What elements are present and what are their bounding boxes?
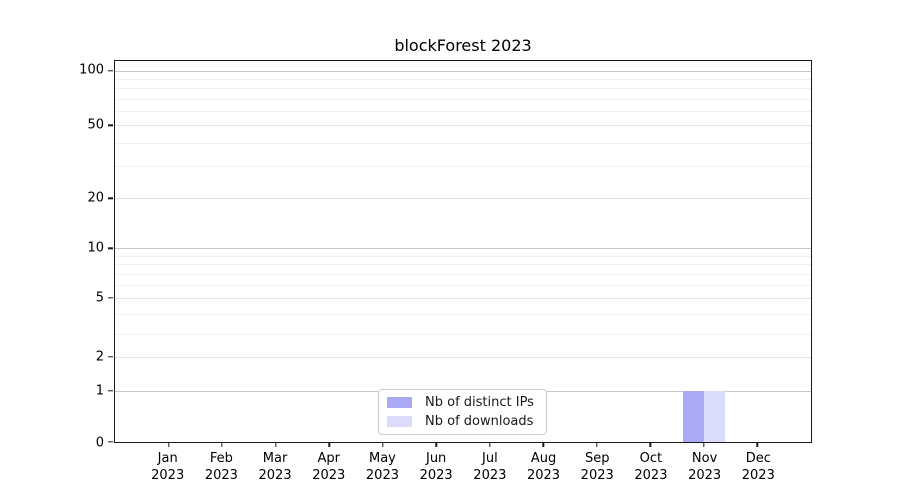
y-tick-label-100: 100 (79, 62, 104, 78)
y-tick-mark-20 (108, 197, 113, 200)
chart-title: blockForest 2023 (394, 36, 532, 55)
legend-item-distinct-ips: Nb of distinct IPs (387, 394, 546, 410)
x-tick-mark-nov (703, 442, 705, 447)
y-gridline-60 (115, 110, 811, 112)
y-gridline-20 (115, 198, 811, 200)
x-tick-mark-sep (596, 442, 598, 447)
x-tick-label-jun: Jun 2023 (419, 451, 453, 483)
y-gridline-40 (115, 143, 811, 145)
x-tick-mark-jan (167, 442, 170, 447)
x-tick-label-may: May 2023 (365, 451, 399, 483)
y-gridline-8 (115, 264, 811, 266)
legend-swatch-distinct-ips (387, 397, 412, 408)
y-gridline-30 (115, 166, 811, 168)
y-gridline-2 (115, 356, 811, 358)
legend-label-distinct-ips: Nb of distinct IPs (425, 394, 534, 410)
y-tick-mark-2 (108, 355, 113, 358)
y-tick-mark-5 (108, 297, 113, 299)
x-tick-mark-jul (489, 442, 491, 447)
x-tick-mark-feb (221, 442, 223, 447)
y-gridline-4 (115, 313, 811, 315)
y-tick-label-5: 5 (95, 290, 104, 306)
y-tick-label-0: 0 (95, 435, 104, 451)
y-tick-mark-10 (108, 247, 113, 249)
x-tick-mark-may (381, 442, 384, 447)
legend: Nb of distinct IPs Nb of downloads (378, 389, 547, 435)
x-tick-label-jul: Jul 2023 (473, 451, 507, 483)
y-gridline-80 (115, 88, 811, 90)
y-gridline-90 (115, 78, 811, 80)
x-tick-mark-mar (274, 442, 277, 447)
y-gridline-70 (115, 98, 811, 100)
legend-label-downloads: Nb of downloads (425, 413, 534, 429)
x-tick-label-sep: Sep 2023 (580, 451, 614, 483)
x-tick-label-nov: Nov 2023 (688, 451, 722, 483)
y-tick-label-50: 50 (87, 117, 104, 133)
legend-item-downloads: Nb of downloads (387, 413, 546, 429)
legend-swatch-downloads (387, 416, 412, 427)
y-gridline-3 (115, 334, 811, 336)
x-tick-label-mar: Mar 2023 (258, 451, 292, 483)
x-tick-label-aug: Aug 2023 (526, 451, 561, 483)
x-tick-label-oct: Oct 2023 (634, 451, 668, 483)
y-gridline-7 (115, 273, 811, 275)
y-tick-mark-50 (108, 124, 113, 127)
y-tick-label-20: 20 (87, 190, 104, 206)
bar-nb-of-distinct-ips-nov (682, 390, 704, 442)
x-tick-label-apr: Apr 2023 (312, 451, 346, 483)
x-tick-mark-apr (328, 442, 330, 447)
y-tick-label-1: 1 (95, 383, 104, 399)
y-tick-label-2: 2 (95, 349, 104, 365)
y-gridline-50 (115, 125, 811, 127)
plot-area (108, 60, 812, 447)
x-tick-label-jan: Jan 2023 (151, 451, 185, 483)
x-tick-mark-jun (435, 442, 437, 447)
x-tick-mark-dec (756, 442, 759, 447)
y-tick-mark-0 (108, 441, 113, 443)
y-gridline-6 (115, 284, 811, 286)
y-gridline-100 (115, 70, 811, 72)
y-gridline-10 (115, 248, 811, 250)
x-tick-mark-oct (649, 442, 652, 447)
y-tick-label-10: 10 (87, 240, 104, 256)
y-tick-mark-1 (108, 389, 113, 392)
y-gridline-5 (115, 297, 811, 299)
y-gridline-9 (115, 255, 811, 257)
x-tick-label-dec: Dec 2023 (741, 451, 775, 483)
x-tick-mark-aug (542, 442, 544, 447)
bar-nb-of-downloads-nov (703, 390, 726, 442)
x-tick-label-feb: Feb 2023 (204, 451, 238, 483)
y-tick-mark-100 (108, 69, 113, 72)
